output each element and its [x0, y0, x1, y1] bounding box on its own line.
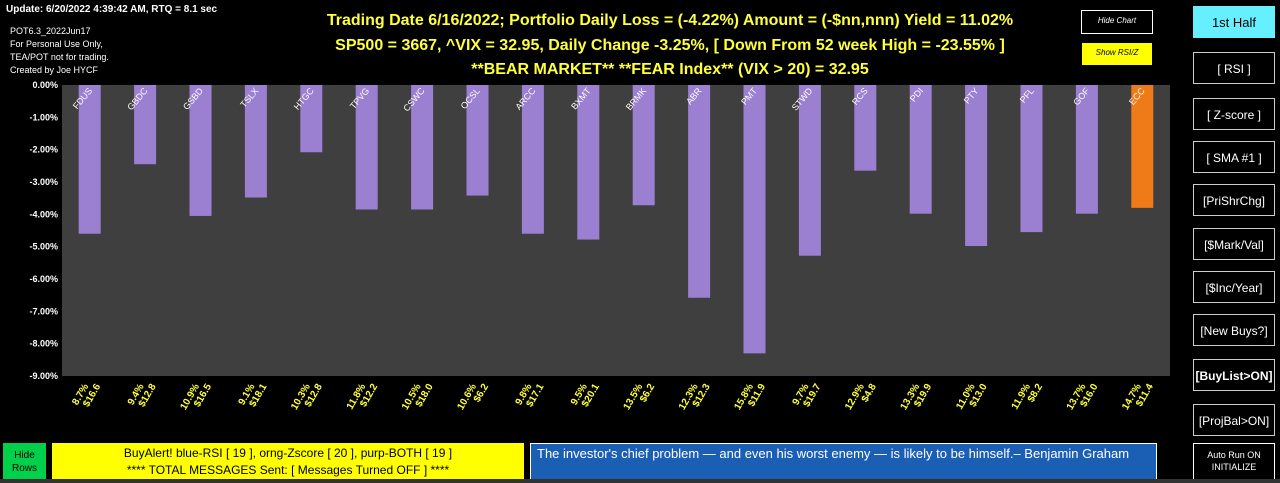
- y-tick-label: -3.00%: [29, 177, 58, 187]
- update-status: Update: 6/20/2022 4:39:42 AM, RTQ = 8.1 …: [6, 4, 218, 15]
- bottom-strip: [0, 479, 1280, 483]
- bar-gsbd: [189, 85, 212, 216]
- y-tick-label: -5.00%: [29, 242, 58, 252]
- bar-arcc: [521, 85, 544, 234]
- bar-abr: [688, 85, 711, 298]
- messages-status: **** TOTAL MESSAGES Sent: [ Messages Tur…: [126, 463, 450, 477]
- y-tick-label: -7.00%: [29, 306, 58, 316]
- credit-label: Created by Joe HYCF: [10, 65, 99, 75]
- auto-run-label: Auto Run ON: [1207, 450, 1261, 460]
- y-tick-label: 0.00%: [32, 80, 58, 90]
- plot-area: [62, 85, 1170, 376]
- bar-gbdc: [134, 85, 157, 165]
- daily-change-bar-chart: 0.00% -1.00% -2.00% -3.00% -4.00% -5.00% -6.00…: [29, 80, 1170, 412]
- bar-pdi: [909, 85, 932, 214]
- bar-ocsl: [466, 85, 489, 196]
- bar-rcs: [854, 85, 877, 171]
- buy-alert-summary: BuyAlert! blue-RSI [ 19 ], orng-Zscore […: [123, 446, 453, 460]
- new-buys-button[interactable]: [New Buys?]: [1193, 314, 1275, 346]
- bar-stwd: [798, 85, 821, 256]
- header-line-3: **BEAR MARKET** **FEAR Index** (VIX > 20…: [471, 61, 869, 78]
- show-rsi-button[interactable]: Show RSI/Z: [1081, 42, 1153, 66]
- y-tick-label: -6.00%: [29, 274, 58, 284]
- investor-quote: The investor's chief problem — and even …: [530, 443, 1157, 480]
- bar-tpvg: [355, 85, 378, 210]
- version-label: POT6.3_2022Jun17: [10, 26, 91, 36]
- y-tick-label: -9.00%: [29, 371, 58, 381]
- mark-val-button[interactable]: [$Mark/Val]: [1193, 228, 1275, 260]
- auto-run-initialize-button[interactable]: Auto Run ON INITIALIZE: [1193, 443, 1275, 480]
- hide-chart-button[interactable]: Hide Chart: [1081, 10, 1153, 34]
- bar-pfl: [1020, 85, 1043, 233]
- header-line-1: Trading Date 6/16/2022; Portfolio Daily …: [326, 12, 1014, 29]
- first-half-button[interactable]: 1st Half: [1193, 6, 1275, 38]
- initialize-label: INITIALIZE: [1211, 462, 1257, 472]
- zscore-button[interactable]: [ Z-score ]: [1193, 98, 1275, 130]
- inc-year-button[interactable]: [$Inc/Year]: [1193, 271, 1275, 303]
- bar-tslx: [244, 85, 267, 198]
- trading-note: TEA/POT not for trading.: [10, 52, 109, 62]
- bar-ecc: [1131, 85, 1154, 208]
- y-tick-label: -8.00%: [29, 339, 58, 349]
- y-tick-label: -1.00%: [29, 112, 58, 122]
- bar-pmt: [743, 85, 766, 354]
- header-line-2: SP500 = 3667, ^VIX = 32.95, Daily Change…: [335, 37, 1005, 54]
- y-tick-label: -4.00%: [29, 209, 58, 219]
- bar-fdus: [78, 85, 101, 234]
- bar-bxmt: [577, 85, 600, 240]
- buylist-on-button[interactable]: [BuyList>ON]: [1193, 359, 1275, 391]
- bar-gof: [1075, 85, 1098, 214]
- bar-pty: [965, 85, 988, 247]
- rsi-button[interactable]: [ RSI ]: [1193, 52, 1275, 84]
- bar-htgc: [300, 85, 323, 153]
- use-note: For Personal Use Only,: [10, 39, 103, 49]
- bar-cswc: [411, 85, 434, 210]
- sma-button[interactable]: [ SMA #1 ]: [1193, 141, 1275, 173]
- projbal-on-button[interactable]: [ProjBal>ON]: [1193, 404, 1275, 436]
- hide-rows-button[interactable]: Hide Rows: [3, 443, 46, 480]
- bar-brmk: [632, 85, 655, 206]
- prishrchg-button[interactable]: [PriShrChg]: [1193, 184, 1275, 216]
- buy-alert-panel: BuyAlert! blue-RSI [ 19 ], orng-Zscore […: [52, 443, 524, 480]
- y-tick-label: -2.00%: [29, 145, 58, 155]
